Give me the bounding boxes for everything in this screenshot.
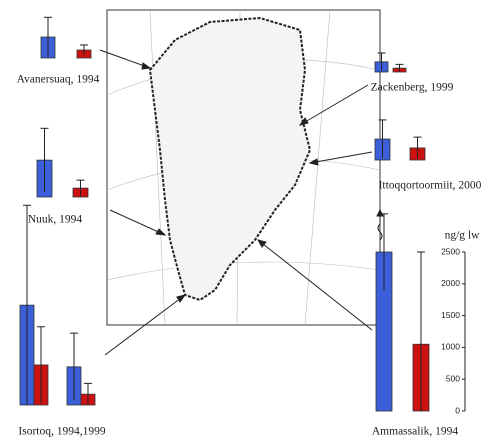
- chart-title: Isortoq, 1994,1999: [18, 426, 105, 437]
- y-tick-label: 0: [455, 405, 460, 415]
- chart-title: Zackenberg, 1999: [371, 82, 454, 94]
- chart-title: Ammassalik, 1994: [372, 426, 458, 437]
- arrows: [99, 49, 384, 356]
- y-tick-label: 1000: [441, 342, 460, 352]
- y-axis-label: ng/g lw: [445, 230, 481, 242]
- y-tick-label: 1500: [441, 310, 460, 320]
- map: [106, 9, 381, 326]
- y-tick-label: 500: [446, 373, 460, 383]
- chart-title: Nuuk, 1994: [28, 214, 83, 226]
- y-tick-label: 2500: [441, 246, 460, 256]
- chart-title: Ittoqqortoormiit, 2000: [379, 180, 482, 192]
- chart-title: Avanersuaq, 1994: [17, 74, 100, 86]
- y-tick-label: 2000: [441, 278, 460, 288]
